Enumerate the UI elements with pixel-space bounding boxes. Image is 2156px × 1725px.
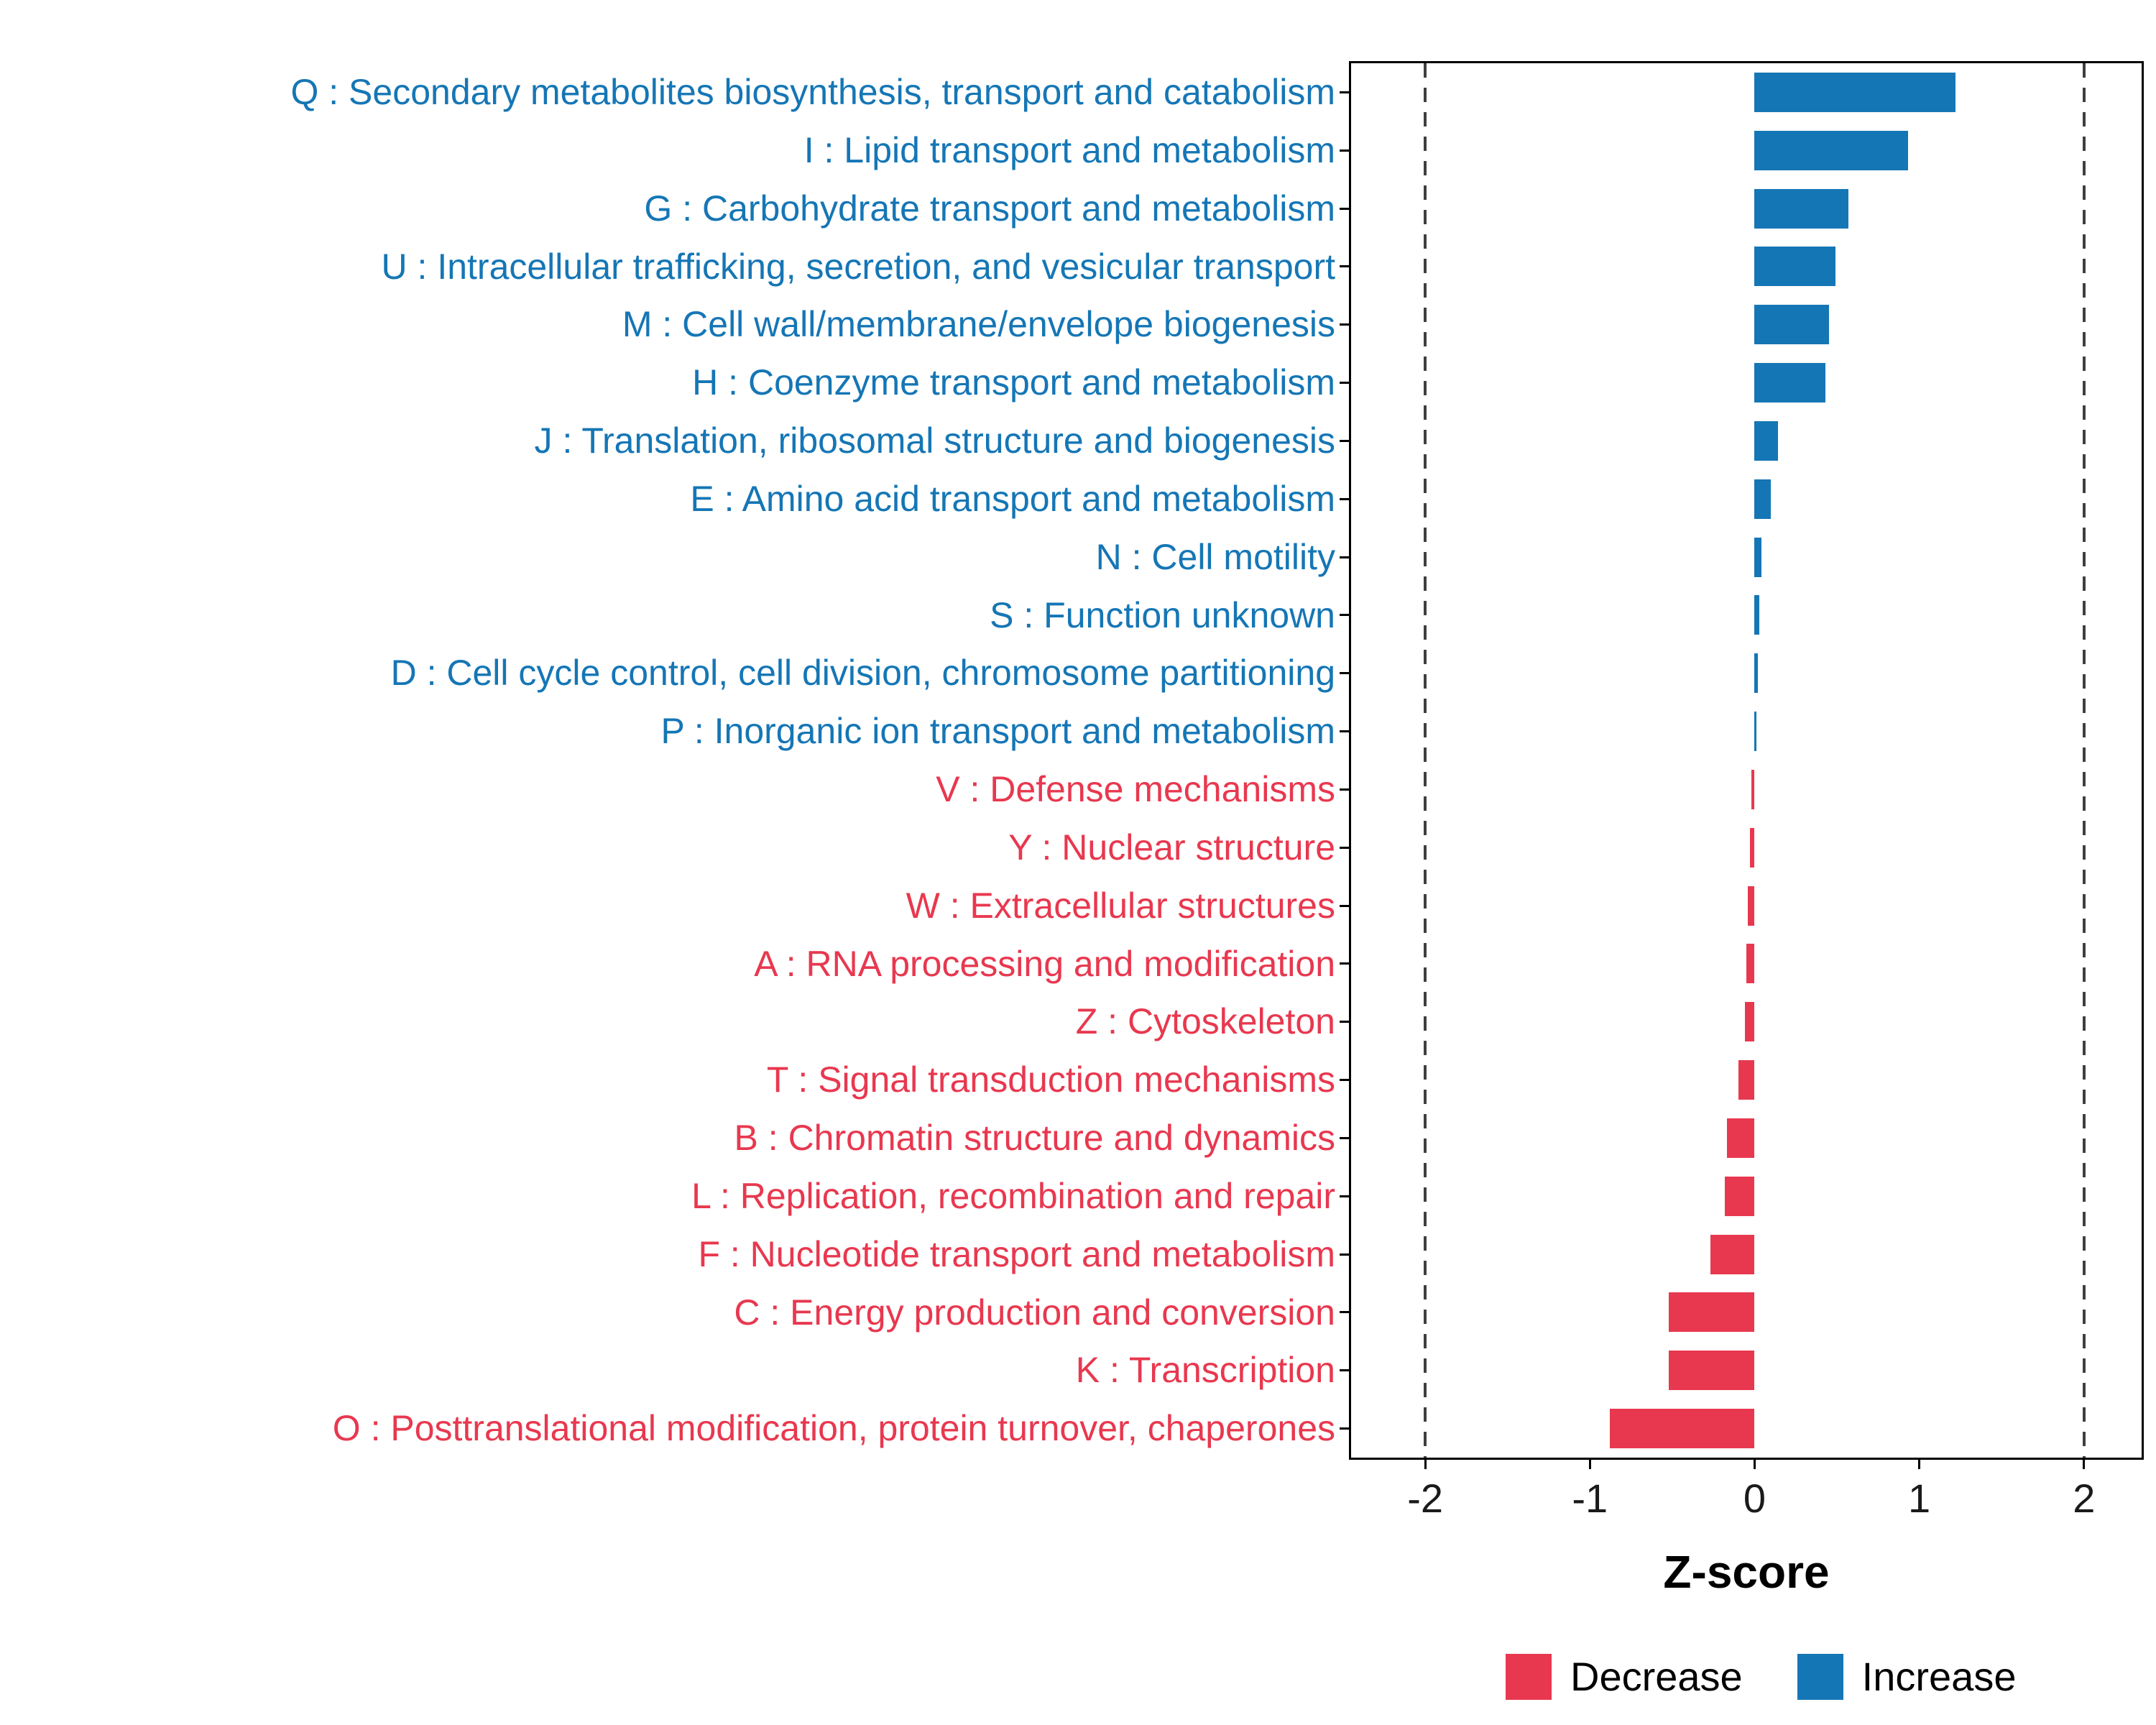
y-axis-tick xyxy=(1340,788,1351,791)
category-label: H : Coenzyme transport and metabolism xyxy=(692,362,1335,403)
increase-swatch xyxy=(1797,1653,1843,1700)
y-axis-tick xyxy=(1340,962,1351,965)
y-axis-tick xyxy=(1340,1195,1351,1197)
category-label: F : Nucleotide transport and metabolism xyxy=(698,1233,1335,1274)
category-label: V : Defense mechanisms xyxy=(936,769,1335,809)
bar xyxy=(1738,1060,1755,1100)
legend-item-decrease: Decrease xyxy=(1506,1653,1743,1700)
y-axis-tick xyxy=(1340,1369,1351,1372)
y-axis-tick xyxy=(1340,1079,1351,1082)
category-label: J : Translation, ribosomal structure and… xyxy=(534,420,1335,461)
bar xyxy=(1754,595,1760,635)
category-label: K : Transcription xyxy=(1075,1350,1335,1391)
bar xyxy=(1751,769,1755,809)
bar xyxy=(1725,1176,1755,1216)
dashed-reference-line xyxy=(2082,63,2086,1458)
y-axis-tick xyxy=(1340,1021,1351,1024)
y-axis-tick xyxy=(1340,1427,1351,1430)
bar xyxy=(1754,130,1908,170)
y-axis-tick xyxy=(1340,149,1351,152)
x-axis-tick xyxy=(1918,1458,1921,1469)
y-axis-tick xyxy=(1340,1136,1351,1139)
bar xyxy=(1669,1292,1755,1333)
category-label: W : Extracellular structures xyxy=(906,885,1335,926)
x-axis-tick xyxy=(1753,1458,1756,1469)
y-axis-tick xyxy=(1340,91,1351,93)
category-label: I : Lipid transport and metabolism xyxy=(803,129,1335,170)
bar xyxy=(1754,247,1835,287)
x-axis-tick xyxy=(1588,1458,1591,1469)
plot-panel xyxy=(1351,63,2142,1458)
bar xyxy=(1754,537,1761,577)
x-axis-tick-label: -1 xyxy=(1572,1476,1608,1521)
bar xyxy=(1609,1409,1755,1449)
category-label: M : Cell wall/membrane/envelope biogenes… xyxy=(622,304,1335,345)
y-axis-tick xyxy=(1340,672,1351,675)
bar xyxy=(1754,305,1829,345)
decrease-label: Decrease xyxy=(1570,1654,1743,1699)
category-label: O : Posttranslational modification, prot… xyxy=(332,1408,1335,1449)
decrease-swatch xyxy=(1506,1653,1552,1700)
y-axis-tick xyxy=(1340,265,1351,268)
category-label: A : RNA processing and modification xyxy=(754,943,1335,984)
x-axis-tick-label: 0 xyxy=(1743,1476,1766,1521)
bar xyxy=(1748,886,1755,926)
y-axis-tick xyxy=(1340,497,1351,500)
bar xyxy=(1754,479,1772,519)
y-axis-tick xyxy=(1340,1253,1351,1256)
x-axis-title: Z-score xyxy=(1663,1546,1830,1598)
category-label: L : Replication, recombination and repai… xyxy=(691,1175,1335,1216)
x-axis-tick-label: 1 xyxy=(1908,1476,1931,1521)
category-label: P : Inorganic ion transport and metaboli… xyxy=(660,711,1335,752)
y-axis-tick xyxy=(1340,556,1351,558)
bar xyxy=(1726,1118,1755,1158)
bar xyxy=(1746,944,1755,984)
bar xyxy=(1710,1234,1755,1274)
category-label: T : Signal transduction mechanisms xyxy=(766,1059,1335,1100)
bar xyxy=(1669,1351,1755,1391)
category-label: Z : Cytoskeleton xyxy=(1075,1001,1335,1042)
bar xyxy=(1754,712,1756,752)
x-axis-tick xyxy=(1424,1458,1427,1469)
x-axis-tick-label: 2 xyxy=(2073,1476,2096,1521)
y-axis-tick xyxy=(1340,382,1351,385)
category-label: C : Energy production and conversion xyxy=(734,1292,1335,1333)
y-axis-tick xyxy=(1340,323,1351,326)
category-label: G : Carbohydrate transport and metabolis… xyxy=(644,188,1335,229)
bar xyxy=(1749,827,1755,868)
y-axis-tick xyxy=(1340,614,1351,617)
bar xyxy=(1754,363,1825,403)
category-label: E : Amino acid transport and metabolism xyxy=(690,478,1335,519)
legend: Decrease Increase xyxy=(1506,1653,2016,1700)
y-axis-tick xyxy=(1340,1311,1351,1314)
y-axis-tick xyxy=(1340,846,1351,849)
category-label: Y : Nuclear structure xyxy=(1008,827,1335,868)
category-label: Q : Secondary metabolites biosynthesis, … xyxy=(290,72,1335,112)
category-label: D : Cell cycle control, cell division, c… xyxy=(390,653,1335,694)
y-axis-tick xyxy=(1340,207,1351,210)
bar xyxy=(1754,188,1849,229)
y-axis-tick xyxy=(1340,904,1351,907)
legend-item-increase: Increase xyxy=(1797,1653,2017,1700)
bar xyxy=(1754,72,1956,112)
x-axis-tick-label: -2 xyxy=(1407,1476,1444,1521)
category-label: U : Intracellular trafficking, secretion… xyxy=(381,246,1335,287)
bar xyxy=(1754,653,1759,694)
category-label: N : Cell motility xyxy=(1095,536,1335,577)
bar xyxy=(1744,1002,1755,1042)
bar xyxy=(1754,420,1778,461)
y-axis-tick xyxy=(1340,439,1351,442)
category-label: S : Function unknown xyxy=(990,594,1335,635)
x-axis-tick xyxy=(2083,1458,2086,1469)
increase-label: Increase xyxy=(1861,1654,2017,1699)
y-axis-tick xyxy=(1340,730,1351,733)
dashed-reference-line xyxy=(1424,63,1427,1458)
category-label: B : Chromatin structure and dynamics xyxy=(734,1118,1335,1158)
